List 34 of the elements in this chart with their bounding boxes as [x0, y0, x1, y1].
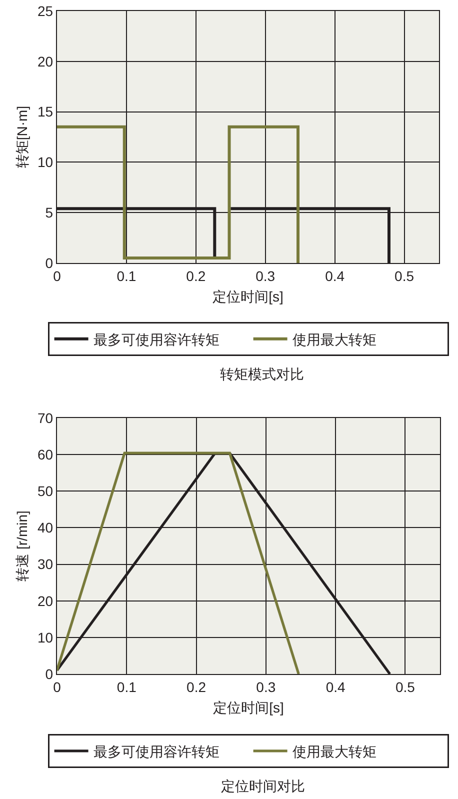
x-tick-label: 0.2 — [186, 678, 206, 695]
y-tick-label: 0 — [45, 254, 54, 271]
text: 转矩模式对比 — [220, 366, 304, 382]
y-tick-label: 60 — [37, 446, 54, 462]
y-tick-label: 20 — [37, 592, 54, 609]
legend-label: 使用最大转矩 — [292, 331, 376, 348]
x-tick-label: 0.5 — [394, 268, 414, 284]
y-tick-label: 25 — [37, 2, 54, 19]
x-tick-label: 0.5 — [395, 678, 416, 695]
y-tick-label: 10 — [37, 154, 54, 170]
legend-label: 最多可使用容许转矩 — [93, 331, 220, 348]
x-axis-title: 定位时间[s] — [213, 699, 284, 716]
y-tick-label: 50 — [37, 483, 54, 500]
y-tick-label: 40 — [37, 520, 54, 536]
y-tick-label: 15 — [37, 104, 54, 120]
x-tick-label: 0.3 — [256, 678, 276, 695]
y-tick-label: 20 — [37, 53, 54, 70]
x-axis-title: 定位时间[s] — [212, 288, 284, 304]
y-axis-title: 转速 [r/min] — [14, 510, 30, 582]
text: 定位时间对比 — [221, 778, 305, 794]
x-tick-label: 0.3 — [256, 268, 276, 284]
x-tick-label: 0.4 — [325, 268, 345, 284]
x-tick-label: 0.1 — [116, 678, 137, 695]
y-tick-label: 0 — [45, 666, 54, 682]
y-tick-label: 10 — [37, 629, 54, 646]
y-tick-label: 70 — [37, 410, 54, 426]
y-tick-label: 30 — [37, 556, 54, 572]
x-tick-label: 0.1 — [116, 268, 136, 284]
x-tick-label: 0.4 — [326, 678, 346, 695]
y-tick-label: 5 — [45, 204, 54, 220]
legend-label: 使用最大转矩 — [292, 743, 376, 760]
x-tick-label: 0.2 — [186, 268, 206, 284]
legend-label: 最多可使用容许转矩 — [93, 743, 220, 760]
y-axis-title: 转矩[N·m] — [14, 106, 30, 168]
